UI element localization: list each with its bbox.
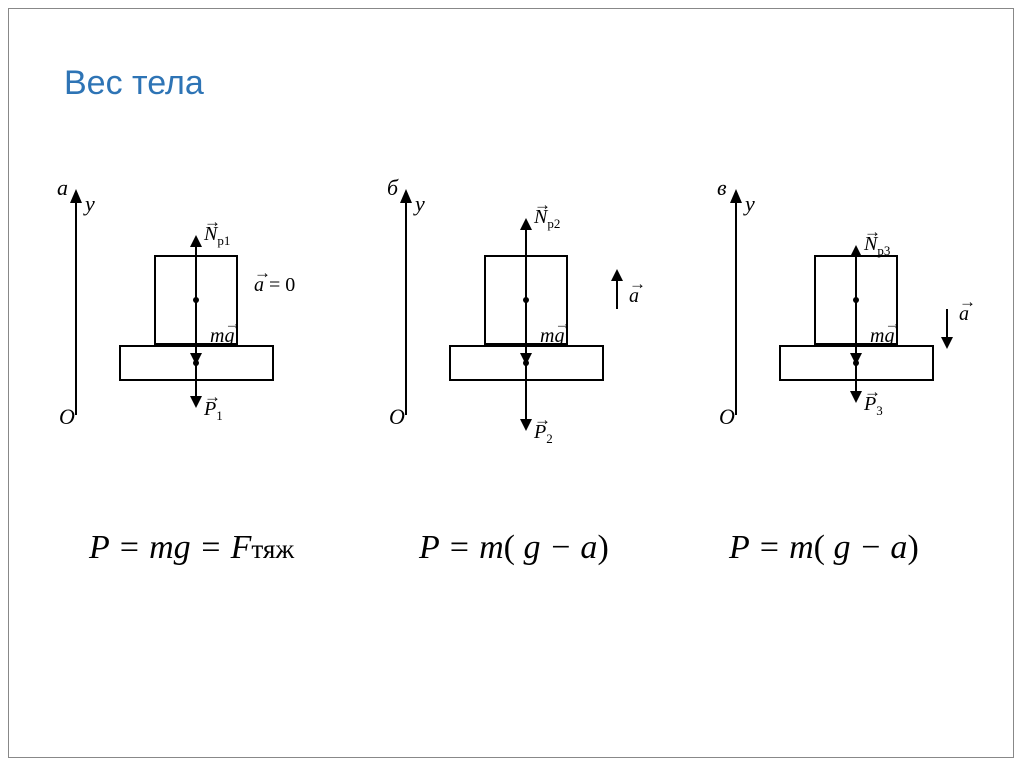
weight-force-arrow bbox=[525, 363, 527, 421]
gravity-force-label: mg bbox=[540, 325, 564, 348]
normal-force-arrow-head-icon bbox=[520, 218, 532, 230]
formula-c: P = m( g − a) bbox=[729, 529, 919, 567]
diagram-row: аyONр1mgP1a = 0 бyONр2mgP2a вyONр3mgP3a bbox=[39, 179, 999, 459]
weight-force-label: P3 bbox=[864, 393, 883, 419]
weight-force-arrow bbox=[855, 363, 857, 393]
formula-a: P = mg = Fтяж bbox=[89, 529, 294, 567]
normal-force-arrow-head-icon bbox=[190, 235, 202, 247]
diagram-b: бyONр2mgP2a bbox=[379, 179, 679, 459]
gravity-force-arrow bbox=[525, 300, 527, 355]
weight-force-arrow-head-icon bbox=[190, 396, 202, 408]
acceleration-label: a bbox=[629, 285, 639, 308]
gravity-force-label: mg bbox=[210, 325, 234, 348]
case-label: б bbox=[387, 175, 398, 201]
normal-force-label: Nр1 bbox=[204, 223, 230, 249]
acceleration-arrow bbox=[946, 309, 948, 339]
origin-label: O bbox=[59, 404, 75, 430]
y-axis bbox=[75, 197, 77, 415]
gravity-force-arrow bbox=[195, 300, 197, 355]
weight-force-label: P2 bbox=[534, 421, 553, 447]
normal-force-arrow bbox=[855, 255, 857, 300]
origin-label: O bbox=[719, 404, 735, 430]
acceleration-label: a = 0 bbox=[254, 274, 295, 297]
normal-force-label: Nр3 bbox=[864, 233, 890, 259]
gravity-force-label: mg bbox=[870, 325, 894, 348]
y-axis-label: y bbox=[745, 191, 755, 217]
y-axis bbox=[405, 197, 407, 415]
case-label: в bbox=[717, 175, 727, 201]
formula-row: P = mg = Fтяж P = m( g − a) P = m( g − a… bbox=[39, 529, 999, 609]
page-title: Вес тела bbox=[64, 64, 204, 103]
page-frame: Вес тела аyONр1mgP1a = 0 бyONр2mgP2a вyO… bbox=[8, 8, 1014, 758]
y-axis-label: y bbox=[85, 191, 95, 217]
weight-force-arrow-head-icon bbox=[850, 391, 862, 403]
weight-force-arrow-head-icon bbox=[520, 419, 532, 431]
weight-force-label: P1 bbox=[204, 398, 223, 424]
y-axis-arrow-icon bbox=[70, 189, 82, 203]
acceleration-label: a bbox=[959, 303, 969, 326]
normal-force-arrow bbox=[195, 245, 197, 300]
acceleration-arrow-head-icon bbox=[611, 269, 623, 281]
normal-force-arrow-head-icon bbox=[850, 245, 862, 257]
diagram-c: вyONр3mgP3a bbox=[709, 179, 1009, 459]
origin-label: O bbox=[389, 404, 405, 430]
acceleration-arrow bbox=[616, 279, 618, 309]
diagram-a: аyONр1mgP1a = 0 bbox=[49, 179, 349, 459]
weight-force-arrow bbox=[195, 363, 197, 398]
y-axis-arrow-icon bbox=[400, 189, 412, 203]
normal-force-arrow bbox=[525, 228, 527, 300]
y-axis bbox=[735, 197, 737, 415]
case-label: а bbox=[57, 175, 68, 201]
acceleration-arrow-head-icon bbox=[941, 337, 953, 349]
gravity-force-arrow bbox=[855, 300, 857, 355]
y-axis-label: y bbox=[415, 191, 425, 217]
y-axis-arrow-icon bbox=[730, 189, 742, 203]
normal-force-label: Nр2 bbox=[534, 206, 560, 232]
formula-b: P = m( g − a) bbox=[419, 529, 609, 567]
